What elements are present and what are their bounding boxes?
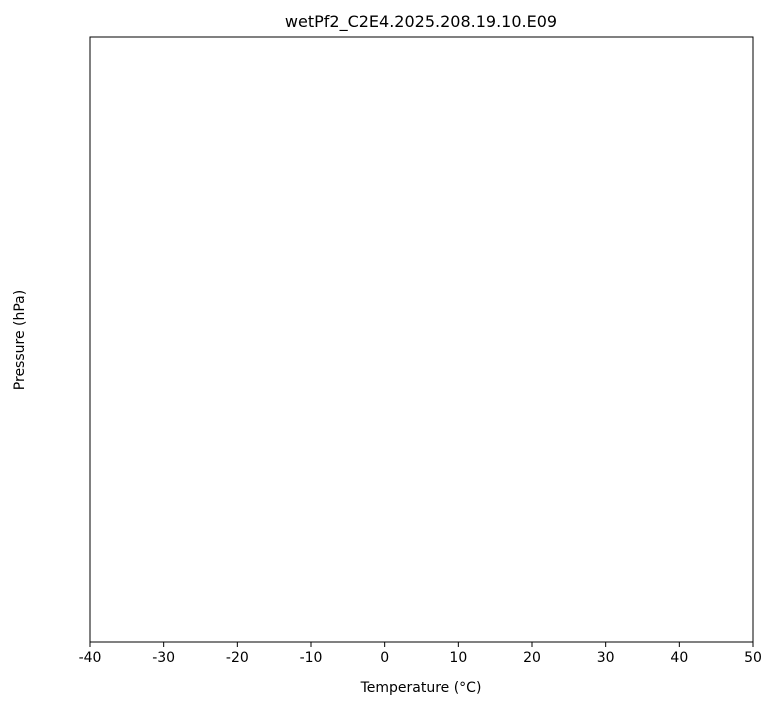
x-tick-label: 20 [523,650,541,666]
chart-title: wetPf2_C2E4.2025.208.19.10.E09 [285,12,557,32]
x-tick-label: -10 [300,650,323,666]
plot-frame [89,36,754,643]
x-tick-label: -20 [226,650,249,666]
x-tick-label: 50 [744,650,762,666]
x-tick-label: 40 [670,650,688,666]
x-tick-label: -30 [152,650,175,666]
x-tick-label: -40 [79,650,102,666]
x-tick-label: 30 [597,650,615,666]
x-axis-label: Temperature (°C) [360,680,482,696]
y-axis-label: Pressure (hPa) [12,290,28,390]
x-tick-label: 0 [380,650,389,666]
x-axis-ticks: -40 -30 -20 -10 0 10 20 30 40 50 [79,642,762,666]
x-tick-label: 10 [449,650,467,666]
